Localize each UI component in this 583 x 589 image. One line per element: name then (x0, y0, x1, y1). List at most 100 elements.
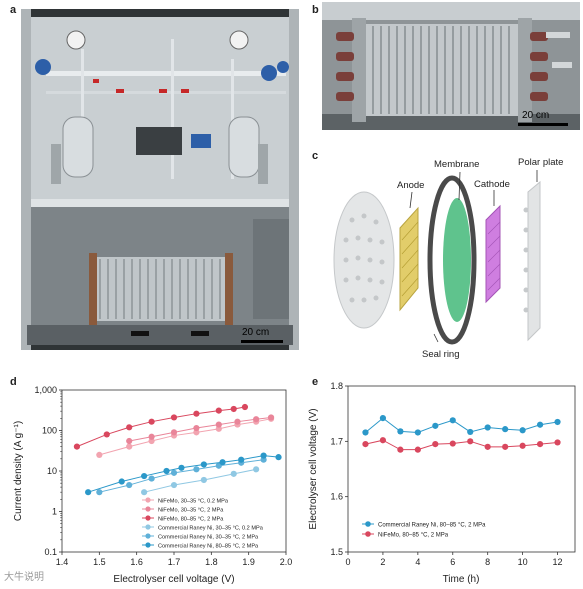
series-line (99, 418, 272, 456)
x-tick-label: 8 (485, 557, 490, 567)
y-tick-label: 1.5 (330, 547, 343, 557)
membrane-label: Membrane (434, 159, 479, 170)
data-point (200, 476, 207, 484)
legend-entry: Commercial Raney Ni, 80–85 °C, 2 MPa (378, 523, 486, 529)
data-point (554, 439, 561, 446)
y-tick-label: 1.7 (330, 436, 343, 446)
legend-entry: Commercial Raney Ni, 30–35 °C, 2 MPa (158, 535, 259, 541)
data-marks (73, 403, 282, 496)
electrolyser-system-photo: 20 cm (21, 9, 299, 350)
legend-swatch (145, 515, 151, 521)
x-axis-label: Electrolyser cell voltage (V) (113, 574, 234, 585)
x-tick-label: 2.0 (280, 557, 293, 567)
legend-entry: Commercial Raney Ni, 80–85 °C, 2 MPa (158, 544, 259, 550)
scale-bar (241, 340, 283, 343)
seal-ring (427, 175, 477, 345)
data-point (126, 443, 133, 450)
electrolyser-system-illustration (21, 9, 299, 350)
series-line (99, 459, 264, 493)
data-point (96, 451, 103, 458)
y-tick-label: 100 (42, 426, 57, 436)
anode-label: Anode (397, 180, 424, 191)
x-tick-label: 1.9 (242, 557, 255, 567)
series-line (365, 417, 558, 433)
x-tick-label: 1.6 (130, 557, 143, 567)
legend-swatch (365, 531, 371, 537)
cathode-mesh (485, 204, 501, 304)
y-tick-label: 10 (47, 466, 57, 476)
electrolyser-stack-illustration (322, 2, 580, 130)
scale-bar-label: 20 cm (522, 110, 550, 121)
legend-swatch (365, 521, 371, 527)
data-point (519, 442, 526, 449)
anode-mesh (399, 206, 419, 312)
legend-entry: NiFeMo, 80–85 °C, 2 MPa (158, 517, 224, 523)
y-tick-label: 1 (52, 507, 57, 517)
data-point (193, 410, 200, 417)
panel-label-d: d (10, 376, 17, 388)
x-tick-label: 12 (553, 557, 563, 567)
cathode-label: Cathode (474, 179, 510, 190)
data-point (397, 446, 404, 453)
data-point (178, 464, 185, 471)
cell-schematic: Anode Membrane Cathode Polar plate Seal … (333, 157, 563, 360)
series-line (365, 439, 558, 451)
legend-swatch (145, 506, 151, 512)
y-tick-label: 1,000 (34, 385, 57, 395)
data-point (170, 429, 178, 436)
data-point (362, 441, 369, 448)
data-point (260, 452, 267, 459)
data-point (253, 416, 260, 423)
data-point (414, 446, 421, 453)
scale-bar (518, 123, 568, 126)
legend: NiFeMo, 30–35 °C, 0.2 MPa NiFeMo, 30–35 °… (142, 497, 264, 550)
panel-label-c: c (312, 150, 319, 162)
data-point (379, 414, 387, 422)
data-point (141, 472, 148, 480)
data-point (193, 424, 200, 432)
data-point (536, 421, 544, 428)
data-point (193, 429, 200, 436)
data-point (170, 414, 178, 421)
end-plate-disk (333, 191, 395, 329)
data-point (484, 443, 491, 450)
series-line (87, 455, 279, 493)
polar-plate-label: Polar plate (518, 157, 563, 168)
data-point (215, 425, 222, 432)
data-point (241, 403, 249, 411)
data-point (484, 424, 491, 431)
data-point (85, 489, 92, 496)
x-tick-label: 0 (345, 557, 350, 567)
chart-cell-voltage-stability: 0 2 4 6 8 10 12 1.5 1.6 1.7 1.8 Commercial Raney N… (308, 381, 576, 585)
data-point (148, 418, 155, 425)
data-point (238, 456, 245, 463)
data-point (267, 414, 275, 421)
panel-label-e: e (312, 376, 319, 388)
data-point (126, 481, 133, 489)
data-point (215, 421, 222, 428)
data-point (379, 437, 387, 444)
data-point (163, 467, 170, 475)
data-point (536, 441, 544, 448)
x-tick-label: 1.8 (205, 557, 218, 567)
data-point (118, 478, 125, 485)
membrane (443, 198, 471, 322)
panel-label-a: a (10, 4, 17, 16)
data-point (126, 424, 133, 431)
data-point (73, 443, 81, 450)
data-point (141, 489, 148, 496)
data-point (519, 427, 526, 434)
data-point (234, 418, 241, 425)
data-point (432, 441, 439, 448)
legend-entry: NiFeMo, 30–35 °C, 2 MPa (158, 508, 224, 514)
legend-entry: NiFeMo, 30–35 °C, 0.2 MPa (158, 499, 229, 505)
legend-swatch (145, 533, 151, 539)
data-point (148, 433, 155, 440)
legend-swatch (145, 524, 151, 530)
x-tick-label: 4 (415, 557, 420, 567)
data-point (449, 440, 456, 447)
data-point (170, 469, 178, 476)
x-tick-label: 2 (380, 557, 385, 567)
axes: 0 2 4 6 8 10 12 1.5 1.6 1.7 1.8 (330, 381, 576, 567)
data-point (362, 429, 369, 436)
